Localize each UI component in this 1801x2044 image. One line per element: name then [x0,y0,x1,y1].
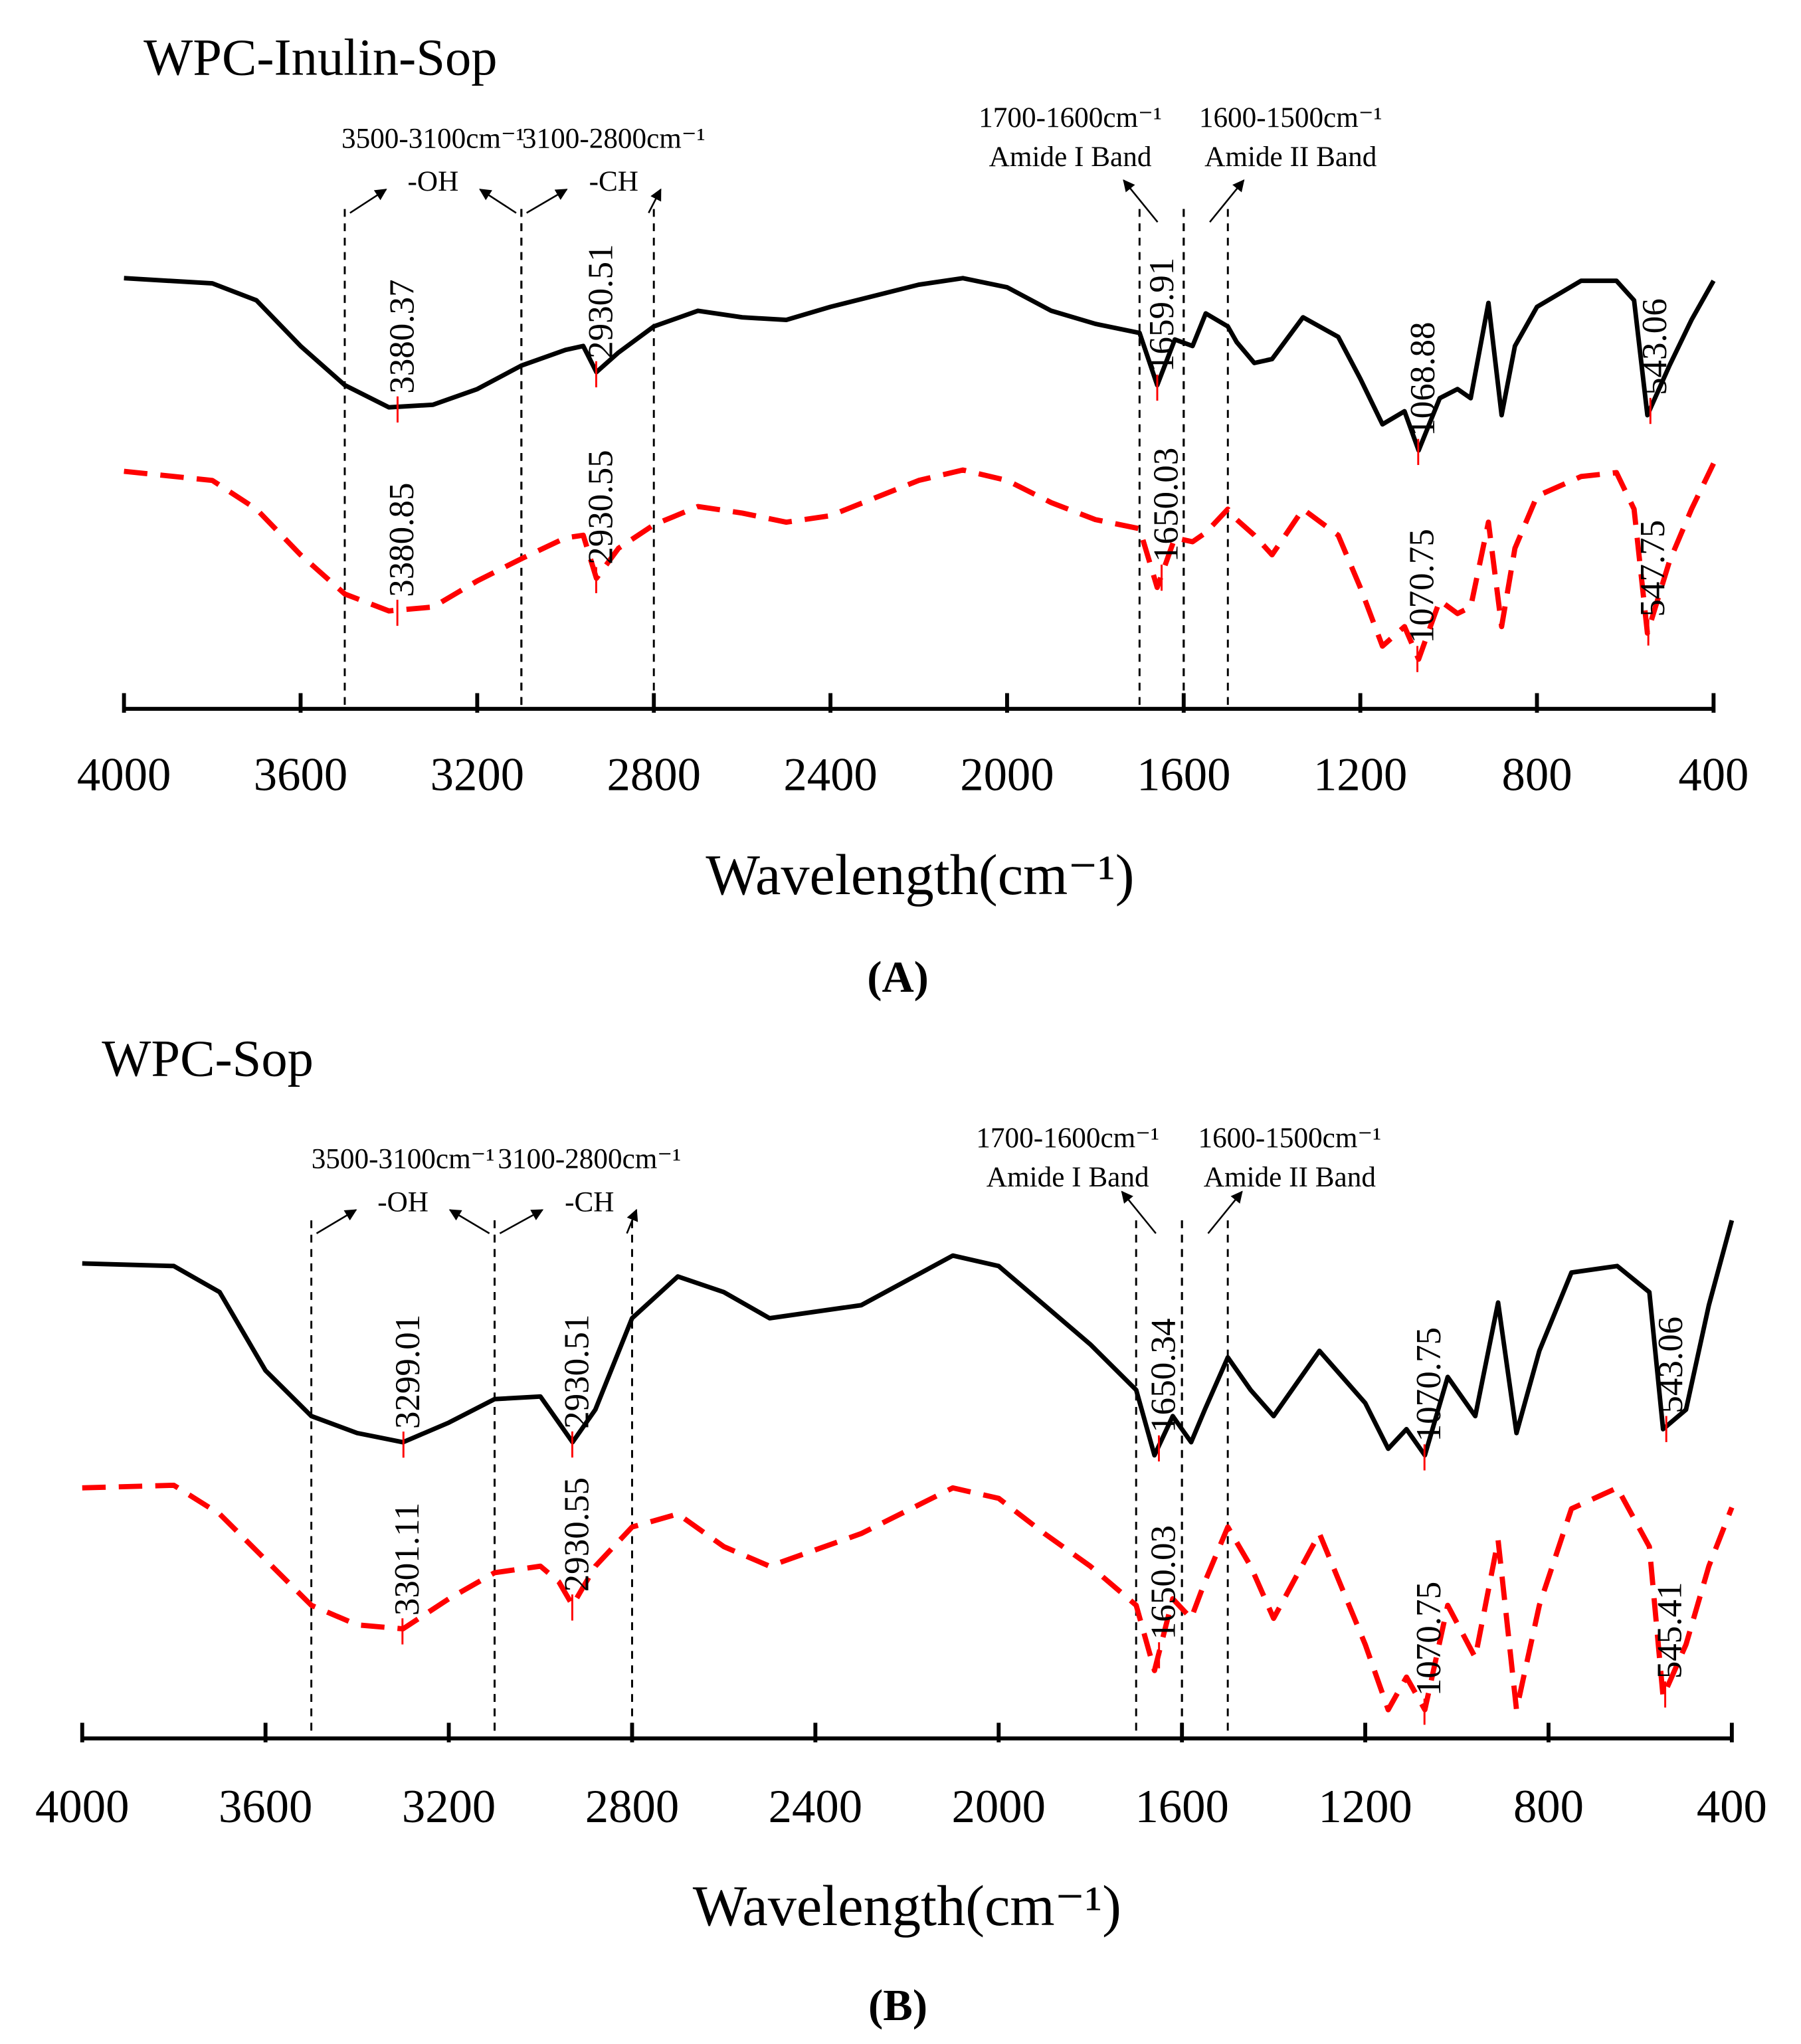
band-arrow [1209,179,1245,223]
band-range-label: 3500-3100cm⁻¹ [341,122,525,154]
band-arrow [479,189,517,214]
x-tick-label: 2400 [783,749,877,800]
x-tick-label: 1200 [1313,749,1407,800]
x-tick-label: 3200 [402,1781,496,1833]
peak-label: 1650.03 [1145,1525,1183,1639]
band-group-label: -CH [565,1186,614,1218]
x-tick-label: 2800 [585,1781,679,1833]
x-tick-label: 3200 [430,749,524,800]
band-range-label: 1700-1600cm⁻¹ [976,1122,1159,1154]
peak-label: 3299.01 [389,1315,427,1429]
spectrum-line [124,462,1716,662]
peak-label: 2930.55 [581,450,620,564]
band-arrow [499,1209,544,1234]
band-group-label: Amide I Band [987,1161,1149,1193]
band-group-label: -OH [407,165,458,197]
x-tick-label: 1200 [1318,1781,1412,1833]
peak-label: 3301.11 [388,1503,427,1616]
peak-label: 1070.75 [1403,529,1442,643]
peak-label: 1070.75 [1410,1582,1448,1696]
peak-label: 543.06 [1636,298,1674,395]
peak-label: 3380.85 [383,483,421,597]
peak-label: 3380.37 [383,279,421,393]
x-tick-label: 2400 [769,1781,862,1833]
band-arrow [1123,179,1159,223]
x-axis-label: Wavelength(cm⁻¹) [706,843,1134,907]
peak-label: 547.75 [1634,520,1672,617]
peak-label: 1070.75 [1410,1327,1448,1441]
band-range-label: 1600-1500cm⁻¹ [1199,102,1382,134]
peak-label: 1068.88 [1404,322,1442,436]
band-group-label: Amide I Band [989,141,1152,173]
band-group-label: Amide II Band [1204,141,1377,173]
x-tick-label: 3600 [219,1781,312,1833]
spectrum-line [82,1482,1735,1713]
band-arrow [1121,1190,1157,1234]
x-tick-label: 2000 [952,1781,1046,1833]
peak-label: 2930.51 [557,1315,596,1429]
x-tick-label: 400 [1697,1781,1767,1833]
band-range-label: 3500-3100cm⁻¹ [312,1143,495,1175]
peak-label: 543.06 [1652,1317,1690,1414]
peak-label: 2930.51 [581,244,620,359]
peak-label: 545.41 [1651,1582,1689,1679]
x-tick-label: 800 [1501,749,1572,800]
band-arrow [316,1209,357,1234]
band-range-label: 3100-2800cm⁻¹ [522,122,706,154]
x-axis-label: Wavelength(cm⁻¹) [693,1874,1121,1938]
x-tick-label: 2000 [960,749,1054,800]
panel-label: (B) [868,1981,927,2030]
x-tick-label: 400 [1678,749,1749,800]
band-range-label: 1600-1500cm⁻¹ [1198,1122,1381,1154]
band-arrow [626,1208,638,1234]
x-tick-label: 1600 [1137,749,1230,800]
x-tick-label: 4000 [77,749,171,800]
x-tick-label: 800 [1513,1781,1584,1833]
peak-label: 2930.55 [557,1477,596,1592]
spectrum-line [124,276,1716,453]
band-arrow [349,189,387,214]
band-arrow [648,188,662,214]
band-group-label: -OH [377,1186,428,1218]
band-arrow [526,189,568,214]
peak-label: 1659.91 [1143,258,1181,372]
chart-title: WPC-Inulin-Sop [143,29,497,86]
chart-title: WPC-Sop [102,1029,314,1087]
band-group-label: Amide II Band [1204,1161,1376,1193]
x-tick-label: 1600 [1135,1781,1228,1833]
peak-label: 1650.34 [1144,1318,1183,1432]
x-tick-label: 3600 [254,749,347,800]
band-range-label: 1700-1600cm⁻¹ [979,102,1162,134]
spectrum-line [82,1220,1735,1458]
band-arrow [448,1209,490,1234]
panel-label: (A) [867,953,929,1002]
band-range-label: 3100-2800cm⁻¹ [498,1143,681,1175]
peak-label: 1650.03 [1147,448,1186,562]
x-tick-label: 4000 [35,1781,129,1833]
x-tick-label: 2800 [607,749,700,800]
band-arrow [1207,1190,1243,1234]
band-group-label: -CH [589,165,638,197]
